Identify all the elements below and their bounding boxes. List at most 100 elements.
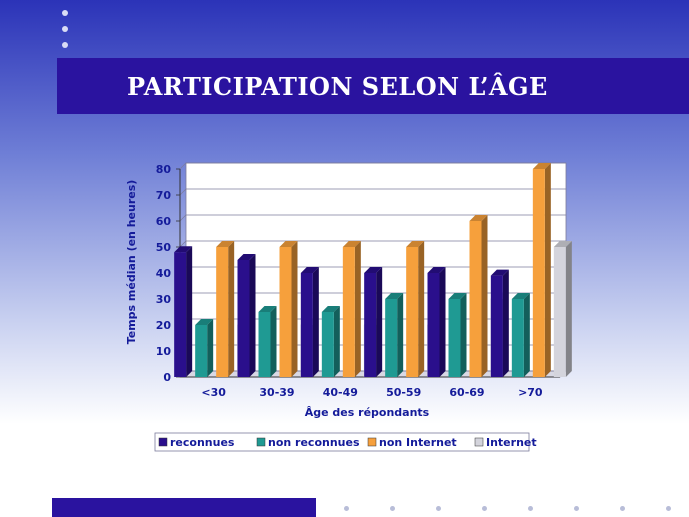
gridline bbox=[179, 240, 566, 248]
y-tick-label: 50 bbox=[156, 241, 172, 254]
bar-front bbox=[553, 247, 566, 377]
y-tick-label: 30 bbox=[156, 293, 172, 306]
bar-front bbox=[469, 221, 482, 377]
bar-top bbox=[385, 293, 404, 299]
bar-top bbox=[553, 241, 572, 247]
bar-side bbox=[544, 163, 551, 377]
bar-side bbox=[270, 306, 277, 377]
legend-box bbox=[154, 432, 530, 452]
legend-swatch bbox=[158, 437, 168, 447]
bar-top bbox=[427, 267, 446, 273]
legend-label: non Internet bbox=[379, 436, 457, 449]
legend-swatch bbox=[474, 437, 484, 447]
bar-top bbox=[364, 267, 383, 273]
bar-front bbox=[364, 273, 377, 377]
bottom-accent-bar bbox=[52, 498, 316, 517]
bar-front bbox=[216, 247, 229, 377]
x-tick-label: 60-69 bbox=[449, 386, 484, 399]
x-tick-label: <30 bbox=[201, 386, 226, 399]
bar-side bbox=[354, 241, 361, 377]
bar bbox=[195, 319, 214, 377]
bar-top bbox=[448, 293, 467, 299]
bar-front bbox=[258, 312, 271, 377]
bar bbox=[532, 163, 551, 377]
y-axis-label: Temps médian (en heures) bbox=[125, 180, 138, 345]
bar-side bbox=[249, 254, 256, 377]
bar-side bbox=[418, 241, 425, 377]
decor-dot bbox=[62, 26, 68, 32]
bar bbox=[279, 241, 298, 377]
bar-top bbox=[511, 293, 530, 299]
bar bbox=[216, 241, 235, 377]
bar-side bbox=[186, 246, 193, 377]
title-band: PARTICIPATION SELON L’ÂGE bbox=[57, 58, 689, 114]
legend-item: non reconnues bbox=[256, 436, 360, 449]
bar-side bbox=[439, 267, 446, 377]
gridline bbox=[179, 188, 566, 196]
bar bbox=[364, 267, 383, 377]
bar bbox=[300, 267, 319, 377]
bar-top bbox=[406, 241, 425, 247]
bar-top bbox=[279, 241, 298, 247]
bar-front bbox=[237, 260, 250, 377]
decor-dot bbox=[482, 506, 487, 511]
bar-side bbox=[291, 241, 298, 377]
bar bbox=[427, 267, 446, 377]
bar-front bbox=[321, 312, 334, 377]
bar-front bbox=[174, 252, 187, 377]
y-tick-label: 40 bbox=[156, 267, 172, 280]
bar-front bbox=[300, 273, 313, 377]
decor-dot bbox=[390, 506, 395, 511]
bar-top bbox=[300, 267, 319, 273]
bar-front bbox=[448, 299, 461, 377]
legend-label: Internet bbox=[486, 436, 537, 449]
bar bbox=[385, 293, 404, 377]
bar bbox=[448, 293, 467, 377]
x-tick-label: 40-49 bbox=[323, 386, 358, 399]
y-tick-label: 60 bbox=[156, 215, 172, 228]
bar-top bbox=[174, 246, 193, 253]
bar-front bbox=[279, 247, 292, 377]
bar-side bbox=[565, 241, 572, 377]
x-axis-label: Âge des répondants bbox=[305, 406, 430, 419]
slide-title: PARTICIPATION SELON L’ÂGE bbox=[127, 72, 548, 101]
bar-top bbox=[258, 306, 277, 312]
bar-side bbox=[481, 215, 488, 377]
bar bbox=[511, 293, 530, 377]
bar bbox=[469, 215, 488, 377]
bar bbox=[342, 241, 361, 377]
x-tick-label: 30-39 bbox=[259, 386, 294, 399]
decor-dot bbox=[528, 506, 533, 511]
x-tick-label: >70 bbox=[518, 386, 543, 399]
decor-dot bbox=[574, 506, 579, 511]
bar-side bbox=[523, 293, 530, 377]
bar-front bbox=[427, 273, 440, 377]
bar-side bbox=[333, 306, 340, 377]
bar-side bbox=[460, 293, 467, 377]
bar-front bbox=[385, 299, 398, 377]
bar-front bbox=[406, 247, 419, 377]
bar-front bbox=[511, 299, 524, 377]
decor-dot bbox=[436, 506, 441, 511]
legend-item: Internet bbox=[474, 436, 537, 449]
bar-top bbox=[216, 241, 235, 247]
y-tick-label: 70 bbox=[156, 189, 172, 202]
gridline bbox=[179, 162, 566, 170]
bar-side bbox=[228, 241, 235, 377]
bar-side bbox=[502, 269, 509, 377]
bar-front bbox=[342, 247, 355, 377]
decor-dot bbox=[62, 10, 68, 16]
bar bbox=[258, 306, 277, 377]
legend-item: non Internet bbox=[367, 436, 457, 449]
bar-side bbox=[207, 319, 214, 377]
decor-dot bbox=[344, 506, 349, 511]
bar-top bbox=[237, 254, 256, 260]
bar-front bbox=[532, 169, 545, 377]
bar bbox=[237, 254, 256, 377]
bar-top bbox=[195, 319, 214, 325]
bar-side bbox=[376, 267, 383, 377]
decor-dot bbox=[62, 42, 68, 48]
y-tick-label: 0 bbox=[163, 371, 171, 384]
bar-top bbox=[532, 163, 551, 169]
